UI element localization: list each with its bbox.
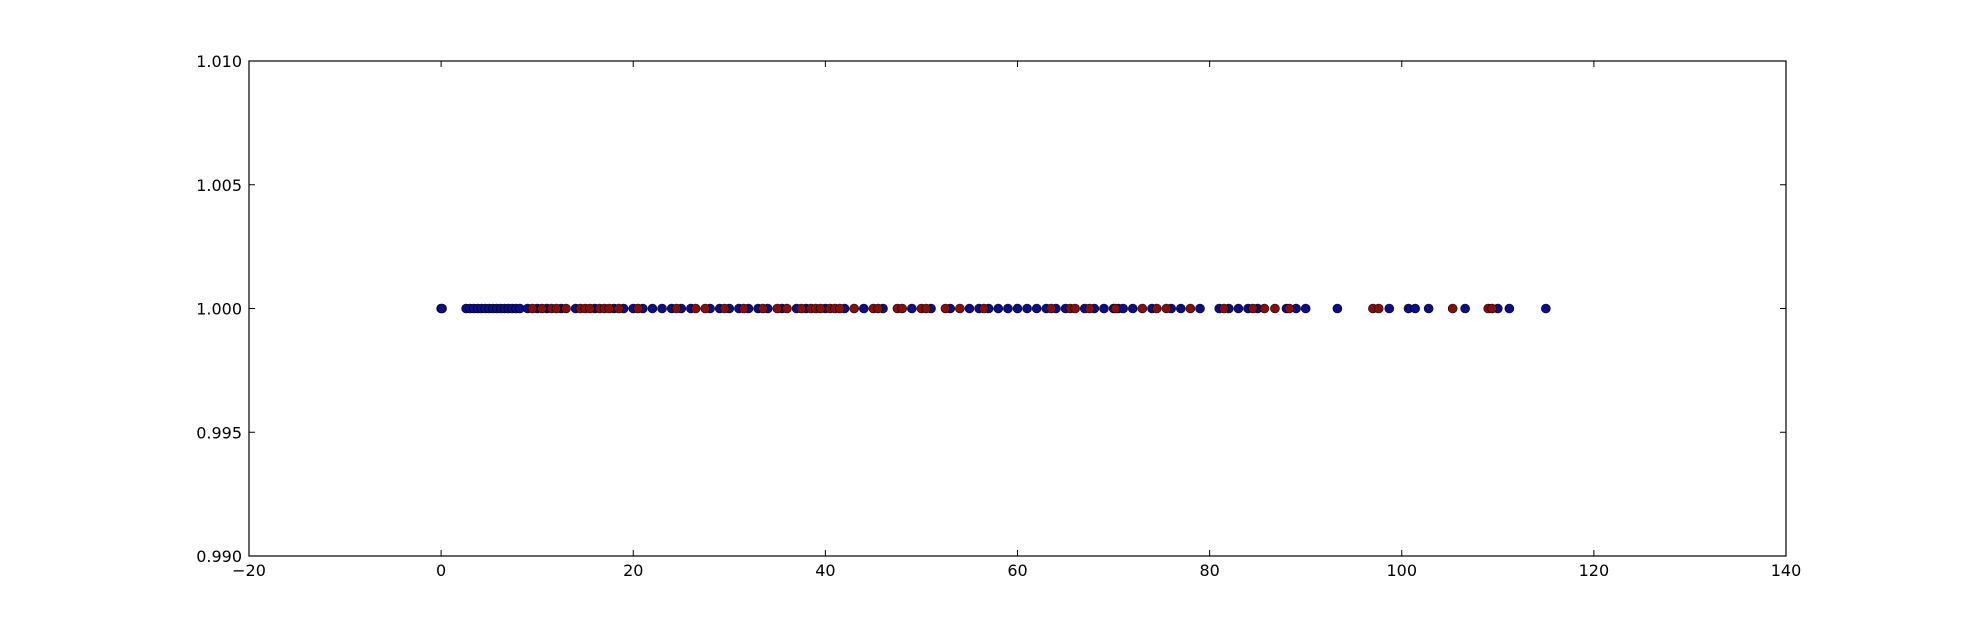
data-point <box>1219 303 1229 314</box>
data-point <box>815 303 826 314</box>
data-point <box>1137 303 1148 314</box>
data-point <box>1332 303 1343 314</box>
data-point <box>633 303 643 314</box>
data-point <box>1185 303 1196 314</box>
data-point <box>834 303 845 314</box>
data-point <box>1423 303 1434 314</box>
data-point <box>1384 303 1395 314</box>
x-tick-label: 100 <box>1386 561 1417 580</box>
x-tick-label: 80 <box>1199 561 1219 580</box>
data-point <box>537 303 547 314</box>
y-tick-label: 1.005 <box>196 176 242 195</box>
x-tick-label: 20 <box>623 561 643 580</box>
data-point <box>782 303 792 314</box>
data-point <box>1161 303 1172 314</box>
data-point <box>897 303 908 314</box>
data-point <box>1012 303 1023 314</box>
data-point <box>1031 303 1042 314</box>
y-tick-label: 0.990 <box>196 547 242 566</box>
data-point <box>758 303 768 314</box>
x-tick-label: 40 <box>815 561 835 580</box>
data-point <box>585 303 595 314</box>
data-point <box>858 303 869 314</box>
data-point <box>1233 303 1244 314</box>
data-point <box>604 303 615 314</box>
data-point <box>1127 303 1138 314</box>
data-point <box>1270 303 1280 314</box>
data-point <box>849 303 859 314</box>
data-point <box>1300 303 1311 314</box>
data-point <box>993 303 1004 314</box>
data-point <box>1084 303 1095 314</box>
data-point <box>1003 303 1013 314</box>
data-point <box>561 303 571 314</box>
data-point <box>1373 303 1384 314</box>
y-tick-label: 1.010 <box>196 52 242 71</box>
data-point <box>671 303 682 314</box>
data-point <box>1248 303 1258 314</box>
plot-frame <box>248 60 1787 557</box>
data-point <box>738 303 749 314</box>
x-axis-ticks: −20 0 20 40 60 80 100 120 140 <box>232 61 1801 580</box>
x-tick-label: 0 <box>436 561 446 580</box>
data-point <box>437 303 447 314</box>
data-point <box>964 303 975 314</box>
data-point <box>1460 303 1470 314</box>
data-point <box>1541 303 1551 314</box>
data-point <box>1447 303 1458 314</box>
data-point <box>921 303 932 314</box>
x-tick-label: 140 <box>1771 561 1802 580</box>
data-point <box>719 303 730 314</box>
data-point <box>1504 303 1515 314</box>
data-point <box>551 303 562 314</box>
x-tick-label: −20 <box>232 561 266 580</box>
data-point <box>527 303 538 314</box>
x-tick-label: 60 <box>1007 561 1027 580</box>
data-point <box>955 303 965 314</box>
data-point <box>647 303 658 314</box>
data-point <box>1487 303 1497 314</box>
data-point <box>873 303 884 314</box>
data-point <box>700 303 711 314</box>
y-axis-ticks: 0.990 0.995 1.000 1.005 1.010 <box>196 52 1786 566</box>
data-point <box>1410 303 1420 314</box>
data-points <box>436 303 1551 314</box>
data-point <box>1195 303 1205 314</box>
data-point <box>690 303 701 314</box>
data-point <box>1176 303 1186 314</box>
data-point <box>1046 303 1056 314</box>
x-tick-label: 120 <box>1579 561 1610 580</box>
data-point <box>1259 303 1270 314</box>
data-point <box>772 303 783 314</box>
data-point <box>796 303 807 314</box>
y-tick-label: 0.995 <box>196 423 242 442</box>
data-point <box>1070 303 1080 314</box>
data-point <box>940 303 951 314</box>
data-point <box>1151 303 1162 314</box>
data-point <box>1022 303 1032 314</box>
data-point <box>1110 303 1121 314</box>
data-point <box>1099 303 1109 314</box>
y-tick-label: 1.000 <box>196 300 242 319</box>
data-point <box>979 303 989 314</box>
data-point <box>657 303 667 314</box>
data-point <box>907 303 917 314</box>
data-point <box>1284 303 1295 314</box>
data-point <box>614 303 624 314</box>
